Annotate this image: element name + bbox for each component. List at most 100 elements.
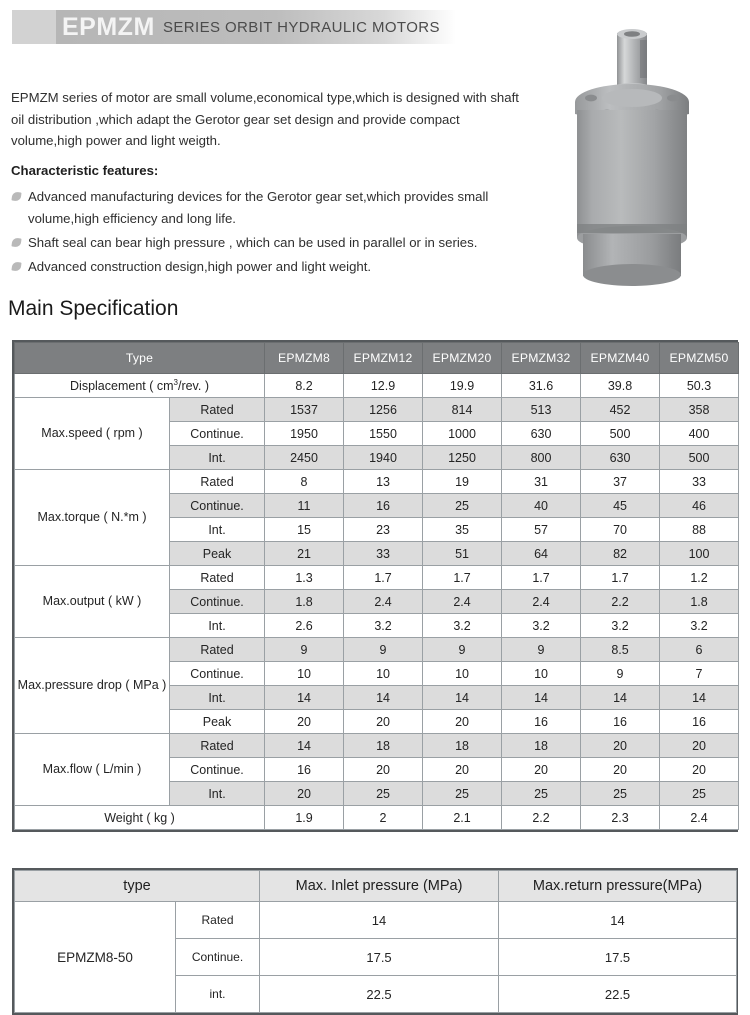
cell-value-inlet: 17.5 xyxy=(259,938,500,976)
cell-value: 2 xyxy=(343,805,424,830)
row-label-model-range: EPMZM8-50 xyxy=(14,901,176,1013)
table-row: Continue. 16 20 20 20 20 20 xyxy=(15,757,740,782)
cell-value: 14 xyxy=(422,685,503,710)
sub-label: Continue. xyxy=(168,589,266,614)
table-row: Peak 21 33 51 64 82 100 xyxy=(15,541,740,566)
cell-value: 400 xyxy=(659,421,740,446)
cell-value: 10 xyxy=(343,661,424,686)
cell-value: 2.2 xyxy=(501,805,582,830)
cell-value: 3.2 xyxy=(659,613,740,638)
row-label-weight: Weight ( kg ) xyxy=(13,805,266,830)
cell-value: 20 xyxy=(580,757,661,782)
page-title: Main Specification xyxy=(8,297,179,320)
flange-inner-ring xyxy=(602,89,662,107)
cell-value: 21 xyxy=(264,541,345,566)
table-row: Max.speed ( rpm ) Rated 1537 1256 814 51… xyxy=(14,397,740,470)
cell-value: 16 xyxy=(659,709,740,734)
cell-value: 14 xyxy=(264,685,345,710)
cell-value: 25 xyxy=(422,493,503,518)
cell-value-return: 14 xyxy=(498,901,738,939)
sub-label: Rated xyxy=(168,469,266,494)
feature-text: Advanced construction design,high power … xyxy=(28,259,372,274)
column-header-model: EPMZM40 xyxy=(580,342,661,374)
sub-label: Continue. xyxy=(168,757,266,782)
list-item: Shaft seal can bear high pressure , whic… xyxy=(11,232,556,254)
cell-value: 1000 xyxy=(422,421,503,446)
cell-value: 1.7 xyxy=(343,565,424,590)
bolt-hole xyxy=(585,94,597,102)
pressure-table: type Max. Inlet pressure (MPa) Max.retur… xyxy=(13,870,738,1013)
cell-value: 2.6 xyxy=(264,613,345,638)
title-gradient-bar xyxy=(56,10,456,44)
cell-value: 37 xyxy=(580,469,661,494)
cell-value: 800 xyxy=(501,445,582,470)
cell-value: 9 xyxy=(580,661,661,686)
cell-value: 33 xyxy=(343,541,424,566)
cell-value: 3.2 xyxy=(501,613,582,638)
cell-value: 12.9 xyxy=(343,373,424,398)
table-row: Int. 15 23 35 57 70 88 xyxy=(15,517,740,542)
cell-value: 20 xyxy=(343,757,424,782)
leaf-bullet-icon xyxy=(11,191,22,202)
row-label-max-torque: Max.torque ( N.*m ) xyxy=(14,469,170,566)
cell-value: 25 xyxy=(343,781,424,806)
cell-value: 358 xyxy=(659,397,740,422)
cell-value: 14 xyxy=(343,685,424,710)
page-title-band: EPMZM SERIES ORBIT HYDRAULIC MOTORS xyxy=(0,10,750,44)
sub-label: Peak xyxy=(168,709,266,734)
sub-label: Continue. xyxy=(168,661,266,686)
column-header-model: EPMZM20 xyxy=(422,342,503,374)
cell-value: 16 xyxy=(343,493,424,518)
cell-value: 10 xyxy=(422,661,503,686)
features-heading: Characteristic features: xyxy=(11,163,159,178)
cell-value: 14 xyxy=(659,685,740,710)
series-subtitle: SERIES ORBIT HYDRAULIC MOTORS xyxy=(163,19,440,36)
cell-value: 9 xyxy=(501,637,582,662)
bolt-hole xyxy=(667,94,679,102)
cell-value: 57 xyxy=(501,517,582,542)
cell-value-inlet: 14 xyxy=(259,901,500,939)
cell-value: 1.3 xyxy=(264,565,345,590)
cell-value: 19.9 xyxy=(422,373,503,398)
cell-value: 3.2 xyxy=(580,613,661,638)
body-band xyxy=(577,224,687,233)
cell-value: 1.9 xyxy=(264,805,345,830)
table-row: Weight ( kg ) 1.9 2 2.1 2.2 2.3 2.4 xyxy=(13,805,740,830)
sub-label: Int. xyxy=(168,781,266,806)
cell-value: 1250 xyxy=(422,445,503,470)
cell-value: 16 xyxy=(501,709,582,734)
feature-text: Shaft seal can bear high pressure , whic… xyxy=(28,235,478,250)
row-label-max-pressure-drop: Max.pressure drop ( MPa ) xyxy=(14,637,170,734)
row-label-max-flow: Max.flow ( L/min ) xyxy=(14,733,170,806)
cell-value: 14 xyxy=(264,733,345,758)
cell-value: 16 xyxy=(580,709,661,734)
table-header-row: type Max. Inlet pressure (MPa) Max.retur… xyxy=(13,870,738,902)
column-header-inlet-pressure: Max. Inlet pressure (MPa) xyxy=(259,870,500,902)
brand-title: EPMZM xyxy=(62,13,155,41)
cell-value: 23 xyxy=(343,517,424,542)
cell-value: 20 xyxy=(659,757,740,782)
spec-table-body: Displacement ( cm3/rev. ) 8.2 12.9 19.9 … xyxy=(13,373,740,830)
cell-value: 1.7 xyxy=(580,565,661,590)
row-label-displacement: Displacement ( cm3/rev. ) xyxy=(13,373,266,398)
cell-value: 8.2 xyxy=(264,373,345,398)
cell-value: 1940 xyxy=(343,445,424,470)
cell-value: 15 xyxy=(264,517,345,542)
sub-label: Rated xyxy=(168,637,266,662)
cell-value: 31.6 xyxy=(501,373,582,398)
shaft-keyway xyxy=(640,40,647,78)
cell-value: 9 xyxy=(264,637,345,662)
sub-label: Int. xyxy=(168,685,266,710)
motor-body xyxy=(577,110,687,238)
list-item: Advanced manufacturing devices for the G… xyxy=(11,186,556,230)
cell-value: 100 xyxy=(659,541,740,566)
cell-value: 16 xyxy=(264,757,345,782)
table-row: Max.pressure drop ( MPa ) Rated 9 9 9 9 … xyxy=(14,637,740,734)
table-row: Continue. 17.5 17.5 xyxy=(15,938,738,976)
cell-value: 40 xyxy=(501,493,582,518)
cell-value: 20 xyxy=(264,709,345,734)
cell-value: 64 xyxy=(501,541,582,566)
cell-value: 31 xyxy=(501,469,582,494)
table-row: Continue. 1950 1550 1000 630 500 400 xyxy=(15,421,740,446)
table-row: Peak 20 20 20 16 16 16 xyxy=(15,709,740,734)
